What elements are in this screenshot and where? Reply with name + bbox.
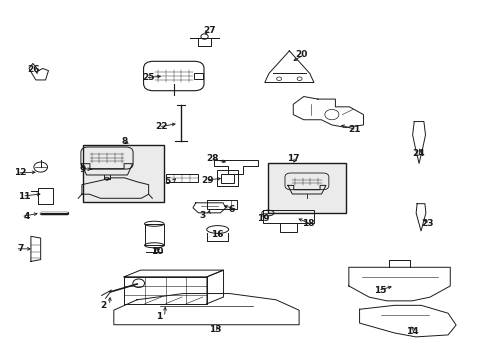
Text: 14: 14 <box>406 327 418 336</box>
Bar <box>262 210 313 223</box>
Text: 28: 28 <box>206 154 219 163</box>
Bar <box>267 163 345 213</box>
Text: 9: 9 <box>80 165 86 174</box>
Bar <box>279 223 296 231</box>
Text: 11: 11 <box>19 192 31 201</box>
Text: 26: 26 <box>27 65 40 74</box>
Text: 13: 13 <box>209 325 222 334</box>
Text: 10: 10 <box>151 247 163 256</box>
Text: 24: 24 <box>412 149 425 158</box>
Text: 3: 3 <box>199 211 205 220</box>
Bar <box>221 174 233 183</box>
Text: 15: 15 <box>374 286 386 295</box>
Text: 23: 23 <box>420 219 433 228</box>
Text: 21: 21 <box>347 125 360 134</box>
Text: 22: 22 <box>155 122 167 131</box>
Bar <box>144 224 163 245</box>
Text: 18: 18 <box>302 219 314 228</box>
Bar <box>82 145 163 202</box>
Bar <box>194 73 203 78</box>
Text: 20: 20 <box>295 50 307 59</box>
Text: 7: 7 <box>18 244 24 253</box>
Text: 1: 1 <box>156 312 162 321</box>
Text: 8: 8 <box>122 137 127 146</box>
Text: 12: 12 <box>14 168 26 177</box>
Text: 5: 5 <box>163 177 170 186</box>
Text: 4: 4 <box>23 212 30 221</box>
Text: 27: 27 <box>203 26 216 35</box>
Text: 19: 19 <box>257 214 269 223</box>
Text: 17: 17 <box>287 154 300 163</box>
Text: 25: 25 <box>142 73 154 82</box>
Text: 6: 6 <box>228 205 235 214</box>
Bar <box>165 174 198 182</box>
Text: 2: 2 <box>101 301 107 310</box>
Bar <box>217 171 238 186</box>
Text: 16: 16 <box>211 230 224 239</box>
Text: 29: 29 <box>201 176 214 185</box>
